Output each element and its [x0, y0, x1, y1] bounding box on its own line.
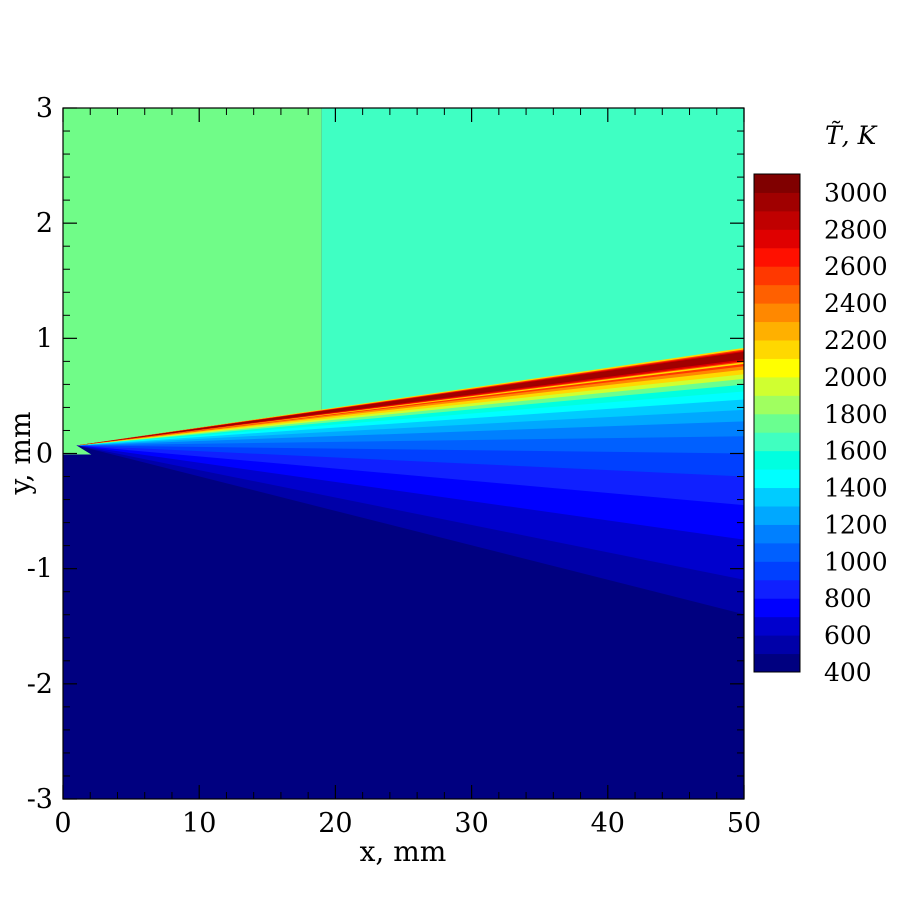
flame-front-layer	[76, 353, 744, 446]
colorbar-tick-label: 1800	[824, 400, 888, 429]
colorbar-swatch	[754, 635, 800, 655]
colorbar-tick-label: 2200	[824, 326, 888, 355]
y-axis-title: y, mm	[4, 411, 37, 495]
colorbar-tick-label: 2000	[824, 363, 888, 392]
y-tick-label: 1	[36, 323, 53, 354]
y-tick-label: -1	[27, 554, 53, 585]
colorbar-tick-label: 1200	[824, 510, 888, 539]
colorbar-tick-label: 2800	[824, 215, 888, 244]
contour-band	[76, 348, 744, 446]
colorbar-tick-label: 1400	[824, 474, 888, 503]
y-tick-label: 3	[36, 93, 53, 124]
colorbar-swatch	[754, 340, 800, 359]
flame-front-layer	[76, 350, 744, 446]
contour-band	[76, 348, 744, 446]
x-tick-label: 30	[454, 808, 488, 839]
plot-area	[63, 108, 744, 799]
colorbar-swatch	[754, 542, 800, 562]
colorbar-frame	[753, 173, 801, 673]
colorbar-tick-label: 600	[824, 621, 872, 650]
x-axis-title: x, mm	[360, 835, 447, 868]
x-tick-label: 20	[318, 808, 352, 839]
colorbar-tick-label: 2400	[824, 289, 888, 318]
colorbar-swatch	[754, 395, 800, 415]
colorbar-swatch	[754, 561, 800, 581]
colorbar-swatch	[754, 284, 800, 304]
colorbar-swatch	[754, 376, 800, 396]
colorbar-swatch	[754, 321, 800, 341]
y-axis: 3 2 1 0 -1 -2 -3	[27, 93, 744, 815]
colorbar-swatch	[754, 469, 800, 489]
colorbar-swatch	[754, 303, 800, 323]
colorbar-tick-label: 400	[824, 658, 872, 687]
y-tick-label: 0	[36, 439, 53, 470]
colorbar-swatch	[754, 192, 800, 212]
x-tick-label: 0	[54, 808, 71, 839]
colorbar-swatch	[754, 358, 800, 378]
colorbar-title: T̃, K	[825, 121, 878, 150]
colorbar-swatch	[754, 524, 800, 544]
colorbar-swatch	[754, 450, 800, 470]
flame-front-layer	[76, 351, 744, 446]
colorbar-swatch	[754, 266, 800, 286]
y-tick-label: 2	[36, 208, 53, 239]
colorbar-swatch	[754, 487, 800, 507]
colorbar-tick-label: 1600	[824, 437, 888, 466]
colorbar: 3000 2800 2600 2400 2200 2000 1800 1600 1400 1200…	[753, 173, 888, 687]
y-tick-label: -3	[27, 784, 53, 815]
colorbar-swatch	[754, 579, 800, 599]
colorbar-swatch	[754, 413, 800, 433]
colorbar-tick-label: 1000	[824, 547, 888, 576]
colorbar-swatch	[754, 229, 800, 249]
colorbar-swatch	[754, 432, 800, 452]
colorbar-swatch	[754, 247, 800, 267]
colorbar-swatch	[754, 616, 800, 636]
y-tick-label: -2	[27, 669, 53, 700]
upper-left-region	[63, 108, 322, 455]
colorbar-swatch	[754, 653, 800, 673]
x-axis: 0 10 20 30 40 50	[54, 108, 761, 839]
x-tick-label: 10	[182, 808, 216, 839]
colorbar-swatch	[754, 174, 800, 193]
colorbar-swatch	[754, 506, 800, 525]
colorbar-tick-label: 800	[824, 584, 872, 613]
colorbar-swatch	[754, 210, 800, 230]
flame-front-layer	[76, 347, 744, 446]
colorbar-swatch	[754, 598, 800, 618]
x-tick-label: 50	[727, 808, 761, 839]
colorbar-tick-label: 3000	[824, 178, 888, 207]
x-tick-label: 40	[591, 808, 625, 839]
colorbar-tick-label: 2600	[824, 252, 888, 281]
